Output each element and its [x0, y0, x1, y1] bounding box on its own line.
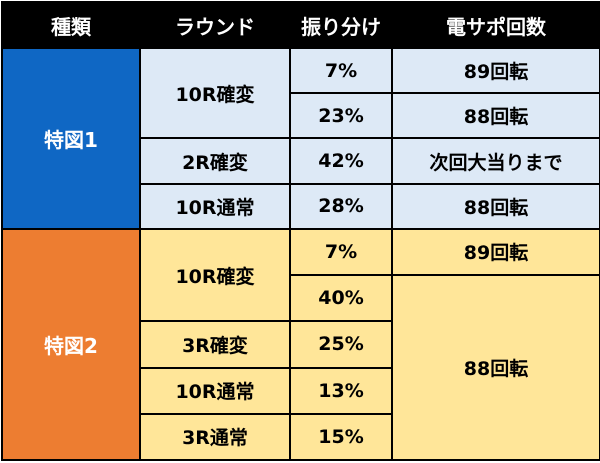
support-cell: 89回転 [391, 46, 600, 95]
table-row: 3R確変 25% [2, 320, 600, 369]
ratio-cell: 25% [289, 320, 393, 369]
ratio-cell: 42% [289, 137, 393, 185]
round-cell: 10R通常 [139, 366, 291, 415]
table-row: 3R通常 15% [2, 412, 600, 462]
round-cell: 2R確変 [139, 137, 291, 185]
ratio-cell: 23% [289, 92, 393, 140]
support-cell: 次回大当りまで [391, 137, 600, 185]
support-cell: 89回転 [391, 227, 600, 277]
round-cell: 3R確変 [139, 320, 291, 369]
ratio-cell: 7% [289, 46, 393, 95]
table-row: 23% 88回転 [2, 92, 600, 140]
ratio-cell: 13% [289, 366, 393, 415]
type-cell-tokuzu2: 特図2 [1, 227, 141, 462]
table-row: 40% 88回転 [2, 274, 600, 461]
header-support: 電サポ回数 [391, 1, 600, 49]
header-ratio: 振り分け [289, 1, 393, 49]
header-row: 種類 ラウンド 振り分け 電サポ回数 [1, 1, 600, 49]
support-cell: 88回転 [391, 274, 600, 461]
round-cell: 10R確変 [139, 46, 291, 140]
type-cell-tokuzu1: 特図1 [1, 47, 141, 230]
support-cell: 88回転 [391, 182, 600, 230]
table-row: 特図1 10R確変 7% 89回転 [1, 46, 600, 230]
round-cell: 10R確変 [139, 227, 291, 323]
ratio-cell: 40% [289, 274, 393, 323]
round-cell: 3R通常 [139, 412, 291, 462]
table-row: 10R通常 13% [2, 366, 600, 415]
table-row: 2R確変 42% 次回大当りまで [2, 137, 600, 185]
header-round: ラウンド [139, 1, 291, 49]
header-type: 種類 [1, 1, 141, 49]
round-cell: 10R通常 [139, 182, 291, 230]
ratio-cell: 15% [289, 412, 393, 462]
support-cell: 88回転 [391, 92, 600, 140]
table-row: 特図2 10R確変 7% 89回転 [1, 227, 600, 462]
table-row: 10R通常 28% 88回転 [2, 182, 600, 230]
ratio-cell: 28% [289, 182, 393, 230]
ratio-cell: 7% [289, 227, 393, 277]
